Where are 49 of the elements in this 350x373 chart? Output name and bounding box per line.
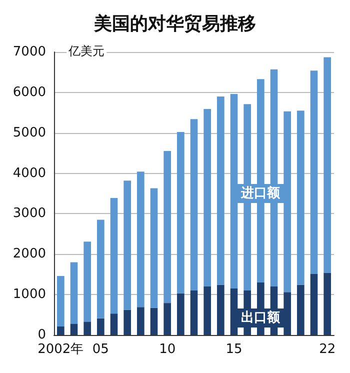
bar bbox=[84, 322, 91, 335]
bar bbox=[297, 110, 304, 285]
y-tick-label: 7000 bbox=[12, 44, 46, 60]
bar bbox=[297, 284, 304, 335]
y-tick-label: 3000 bbox=[12, 206, 46, 222]
bar bbox=[57, 326, 64, 335]
bar bbox=[217, 96, 224, 285]
bar bbox=[70, 262, 78, 324]
bar bbox=[137, 307, 144, 335]
y-tick-label: 5000 bbox=[12, 125, 46, 140]
bar bbox=[137, 172, 144, 308]
bar bbox=[84, 242, 91, 322]
bar bbox=[310, 274, 318, 335]
y-tick-label: 4000 bbox=[12, 166, 46, 181]
bar bbox=[204, 109, 211, 286]
y-tick-label: 6000 bbox=[12, 84, 46, 100]
bar bbox=[110, 198, 118, 314]
y-axis-title: 亿美元 bbox=[68, 44, 105, 58]
bar bbox=[124, 180, 131, 310]
bar bbox=[57, 276, 64, 327]
y-tick-label: 2000 bbox=[12, 246, 46, 262]
series-label: 进口额 bbox=[240, 185, 282, 201]
bar bbox=[324, 272, 331, 335]
bar bbox=[190, 119, 198, 291]
bar bbox=[124, 310, 131, 335]
bar bbox=[97, 318, 104, 335]
bar bbox=[110, 314, 118, 335]
bar bbox=[190, 290, 198, 335]
series-label: 出口额 bbox=[241, 310, 282, 326]
bar bbox=[177, 293, 184, 335]
bar bbox=[164, 151, 171, 304]
bar bbox=[310, 70, 318, 274]
x-tick-label: 10 bbox=[159, 342, 176, 357]
x-tick-label: 05 bbox=[92, 342, 109, 357]
y-tick-label: 1000 bbox=[12, 287, 46, 302]
y-tick-label: 0 bbox=[38, 328, 46, 342]
chart-title: 美国的对华贸易推移 bbox=[93, 14, 256, 34]
bar bbox=[97, 220, 104, 318]
bar bbox=[150, 188, 158, 308]
x-tick-label: 2002年 bbox=[38, 342, 84, 357]
bar bbox=[70, 324, 78, 335]
bar bbox=[150, 308, 158, 335]
bar bbox=[164, 303, 171, 335]
bar bbox=[204, 286, 211, 335]
bar bbox=[324, 57, 331, 273]
x-tick-label: 15 bbox=[226, 342, 242, 357]
bar bbox=[217, 284, 224, 335]
bar bbox=[177, 132, 184, 294]
x-tick-label: 22 bbox=[319, 342, 336, 357]
